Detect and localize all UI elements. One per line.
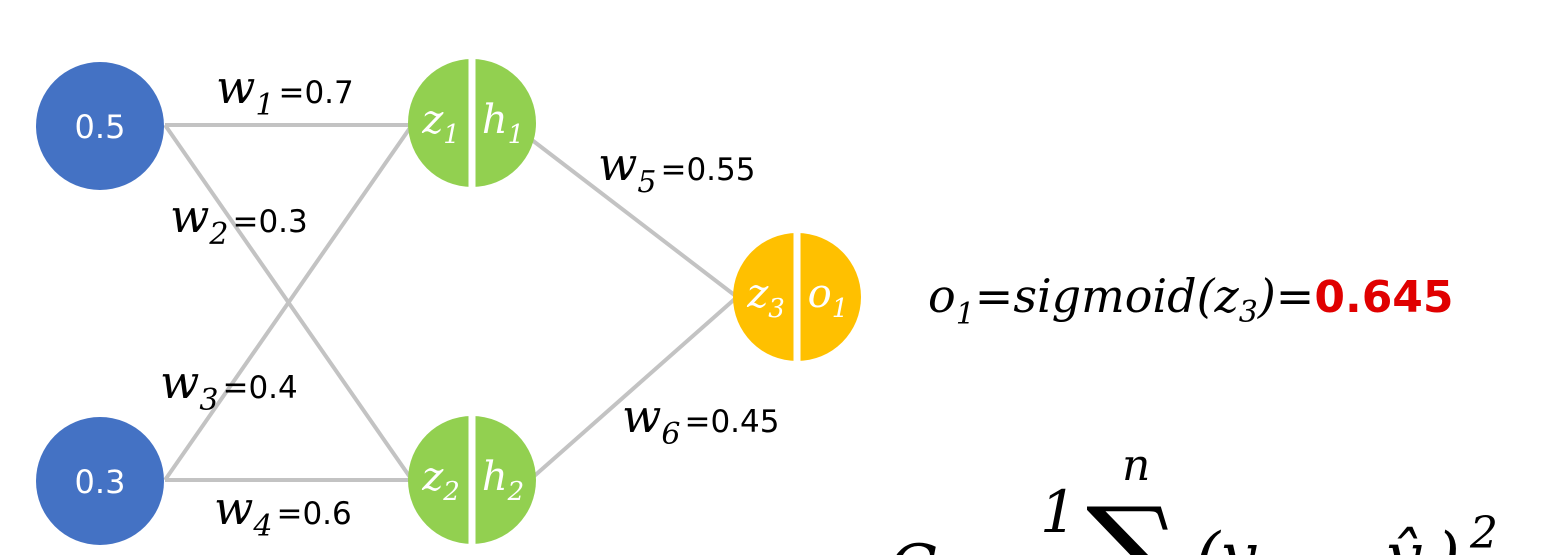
weight-label: w6 =0.45: [622, 389, 779, 452]
formula-sum: ∑: [1086, 479, 1179, 555]
symbol: o: [928, 269, 956, 323]
hidden-h: h1: [482, 97, 524, 150]
weight-label: w4 =0.6: [214, 481, 352, 544]
subscript: 1: [832, 294, 849, 324]
weight-label: w1 =0.7: [216, 60, 354, 123]
subscript: 1: [956, 297, 975, 332]
input-label: 0.5: [75, 108, 126, 146]
symbol: w: [216, 60, 255, 114]
symbol: h: [482, 454, 508, 500]
input-node: [36, 417, 164, 545]
input-label: 0.3: [75, 463, 126, 501]
weight-value: =0.7: [278, 75, 353, 111]
formula-term: ŷ: [1382, 520, 1422, 555]
subscript: 2: [507, 477, 525, 507]
subscript: 3: [199, 383, 218, 418]
equation-text: =sigmoid(z: [975, 269, 1240, 323]
formula-term: ): [1433, 520, 1460, 555]
edge: [530, 138, 739, 299]
weight-label: w2 =0.3: [170, 189, 308, 252]
symbol: z: [746, 271, 769, 317]
subscript: 1: [443, 120, 460, 150]
subscript: 1: [255, 88, 274, 123]
symbol: w: [170, 189, 209, 243]
formula-term: (y: [1195, 520, 1257, 555]
formula-power: 2: [1469, 508, 1498, 555]
output-o: o1: [808, 271, 849, 324]
hidden-z: z2: [421, 454, 460, 507]
formula-limit: n: [1122, 440, 1150, 491]
edge: [530, 295, 739, 480]
formula-symbol: C: [888, 532, 937, 555]
weight-label: w3 =0.4: [160, 355, 298, 418]
symbol: h: [482, 97, 508, 143]
weight-value: =0.55: [660, 152, 755, 188]
weight-value: =0.4: [222, 370, 297, 406]
equation-text: )=: [1257, 269, 1315, 323]
symbol: o: [808, 271, 832, 317]
subscript: 2: [442, 477, 460, 507]
output-z: z3: [746, 271, 785, 324]
input-node: [36, 62, 164, 190]
weight-label: w5 =0.55: [598, 137, 755, 200]
symbol: w: [598, 137, 637, 191]
weight-value: =0.6: [276, 496, 351, 532]
hidden-h: h2: [482, 454, 524, 507]
hidden-z: z1: [421, 97, 460, 150]
subscript: 4: [252, 509, 272, 544]
symbol: w: [214, 481, 253, 535]
symbol: w: [160, 355, 199, 409]
subscript: 3: [768, 294, 785, 324]
symbol: z: [421, 97, 444, 143]
weight-value: =0.45: [684, 404, 779, 440]
formula-fraction: 1: [1040, 478, 1077, 546]
equation-result: 0.645: [1314, 272, 1453, 323]
edge: [163, 123, 414, 482]
symbol: z: [421, 454, 444, 500]
weight-value: =0.3: [232, 204, 307, 240]
subscript: 3: [1239, 295, 1258, 330]
subscript: 2: [208, 217, 228, 252]
subscript: 1: [508, 120, 525, 150]
equation: o1=sigmoid(z3)=0.645: [928, 269, 1454, 332]
subscript: 6: [661, 417, 680, 452]
subscript: 5: [637, 165, 656, 200]
symbol: w: [622, 389, 661, 443]
